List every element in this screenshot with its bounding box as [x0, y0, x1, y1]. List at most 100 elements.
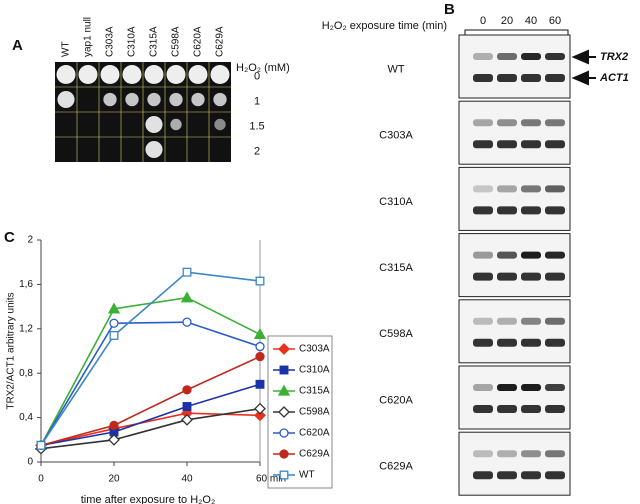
x-axis-label: time after exposure to H₂O₂ — [81, 494, 215, 504]
arrow — [571, 49, 596, 86]
band — [473, 251, 493, 259]
marker — [253, 328, 267, 339]
band — [497, 119, 517, 127]
band — [473, 450, 493, 458]
marker — [255, 276, 265, 286]
band — [521, 251, 541, 259]
strain-label: C598A — [379, 328, 413, 340]
strain-label: C303A — [379, 130, 413, 142]
strain-label: C303A — [105, 26, 116, 57]
marker — [108, 433, 120, 446]
band — [545, 317, 565, 325]
band — [545, 384, 565, 391]
band — [497, 450, 517, 458]
spot — [147, 92, 161, 107]
y-tick-label: 0,8 — [19, 368, 33, 379]
band — [497, 272, 517, 281]
strain-label: C315A — [379, 262, 413, 274]
marker — [278, 343, 290, 355]
band-label: ACT1 — [599, 72, 629, 84]
band — [545, 74, 565, 82]
band — [497, 53, 517, 60]
band — [545, 338, 565, 347]
band — [545, 405, 565, 413]
spot — [122, 65, 142, 84]
blot — [458, 100, 571, 165]
band — [497, 405, 517, 413]
band — [497, 317, 517, 325]
x-tick-label: 40 — [181, 474, 193, 485]
blot — [458, 431, 571, 496]
legend-label: C310A — [299, 365, 330, 376]
y-tick-label: 2 — [27, 235, 33, 246]
band — [521, 206, 541, 215]
series-line — [40, 383, 261, 447]
blot — [458, 365, 571, 430]
x-tick-label: 20 — [108, 474, 120, 485]
dose-header: H₂O₂ (mM) — [236, 62, 290, 74]
x-tick-label: 60 min — [256, 474, 286, 485]
band — [521, 272, 541, 281]
dose-label: 2 — [254, 145, 260, 157]
strain-label: C620A — [193, 26, 204, 57]
series-line — [40, 321, 261, 446]
legend-label: C629A — [299, 449, 330, 460]
band — [545, 206, 565, 215]
band — [473, 338, 493, 347]
band — [545, 53, 565, 60]
band — [521, 74, 541, 82]
marker — [277, 384, 291, 396]
y-tick-label: 1,2 — [19, 323, 33, 334]
marker — [182, 317, 192, 327]
band — [497, 251, 517, 259]
spot — [145, 140, 163, 159]
spot — [145, 115, 163, 134]
band — [521, 119, 541, 127]
band — [497, 471, 517, 480]
band — [473, 206, 493, 215]
marker — [254, 409, 266, 422]
band — [545, 272, 565, 281]
dose-label: 1 — [254, 95, 260, 107]
spot — [169, 92, 183, 107]
strain-label: WT — [387, 63, 404, 75]
marker — [279, 449, 289, 459]
band — [497, 206, 517, 215]
spot — [57, 90, 75, 109]
legend-label: C620A — [299, 428, 330, 439]
spot — [166, 65, 186, 84]
band — [521, 384, 541, 391]
band — [545, 140, 565, 149]
band — [545, 450, 565, 458]
blot — [458, 299, 571, 364]
band — [473, 384, 493, 391]
marker — [109, 420, 119, 431]
marker — [255, 379, 265, 389]
spot — [125, 92, 139, 107]
time-label: 0 — [480, 15, 486, 27]
band — [473, 405, 493, 413]
band — [473, 272, 493, 281]
band — [473, 53, 493, 60]
legend-label: WT — [299, 470, 315, 481]
band — [497, 185, 517, 193]
band — [473, 74, 493, 82]
spot — [170, 118, 182, 131]
band — [521, 140, 541, 149]
spot — [144, 65, 164, 84]
marker — [182, 385, 192, 395]
panel-label: C — [4, 229, 15, 246]
spot — [210, 65, 230, 84]
band — [545, 251, 565, 259]
panel-label: A — [12, 37, 23, 54]
spot — [188, 65, 208, 84]
marker — [278, 406, 290, 418]
marker — [255, 351, 265, 362]
strain-label: C629A — [215, 26, 226, 57]
y-tick-label: 0 — [27, 457, 33, 468]
band — [473, 317, 493, 325]
dose-label: 0 — [254, 70, 260, 82]
marker — [109, 318, 119, 328]
strain-label: yap1 null — [83, 17, 94, 57]
